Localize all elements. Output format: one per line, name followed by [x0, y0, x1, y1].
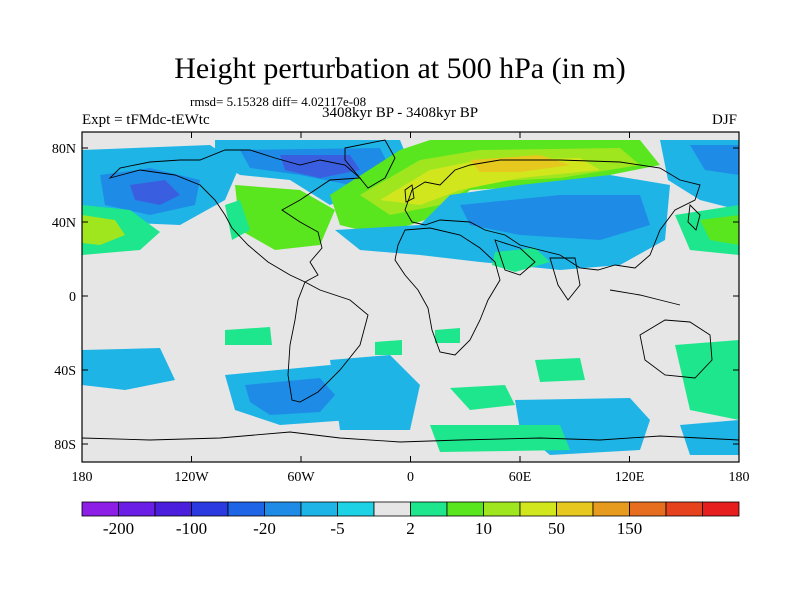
colorbar-swatch — [446, 501, 484, 517]
axis-ticks — [81, 132, 740, 462]
plot-title: Height perturbation at 500 hPa (in m) — [174, 52, 626, 85]
colorbar-swatch — [191, 501, 229, 517]
lat-tick-label: 80N — [52, 142, 76, 157]
coastline-africa — [394, 227, 501, 356]
coastline-australia — [639, 319, 713, 379]
colorbar-label: 10 — [475, 519, 492, 538]
lat-tick-labels: 80N 40N 0 40S 80S — [52, 142, 76, 453]
colorbar-swatch — [154, 501, 192, 517]
colorbar-swatch — [118, 501, 156, 517]
lat-tick-label: 40N — [52, 216, 76, 231]
anomaly-arabia-pos — [492, 248, 550, 272]
anomaly-west-pacific-pos-core — [82, 215, 125, 245]
lon-tick-label: 0 — [407, 470, 414, 485]
anomaly-antarctic-pos — [430, 425, 570, 452]
colorbar-swatch — [629, 501, 667, 517]
season-label: DJF — [712, 112, 738, 128]
anomaly-ne-pacific-mid — [690, 145, 739, 175]
colorbar-swatch — [519, 501, 557, 517]
colorbar-swatch — [81, 501, 119, 517]
colorbar-label: -100 — [176, 519, 207, 538]
lat-tick-label: 40S — [54, 364, 76, 379]
lon-tick-label: 120E — [615, 470, 645, 485]
colorbar-swatch — [592, 501, 630, 517]
lon-tick-label: 120W — [174, 470, 209, 485]
experiment-label: Expt = tFMdc-tEWtc — [82, 112, 210, 128]
anomaly-southern-ocean-pos — [450, 385, 515, 410]
coastline-north-america — [108, 149, 362, 283]
colorbar-swatch — [300, 501, 338, 517]
colorbar-label: -5 — [330, 519, 344, 538]
colorbar-label: -200 — [103, 519, 134, 538]
lat-tick-label: 0 — [69, 290, 76, 305]
coastline-greenland — [344, 139, 396, 189]
anomaly-atlantic-pos-weak — [225, 200, 250, 240]
lat-tick-label: 80S — [54, 438, 76, 453]
coastline-japan — [687, 204, 701, 231]
colorbar-swatch — [665, 501, 703, 517]
colorbar-swatch — [556, 501, 594, 517]
anomaly-south-pacific-pos — [225, 327, 272, 345]
anomaly-africa-pos — [435, 328, 460, 343]
lon-tick-label: 180 — [72, 470, 93, 485]
anomaly-antarctic-neg-east — [680, 420, 739, 455]
colorbar-label: 50 — [548, 519, 565, 538]
period-label: 3408kyr BP - 3408kyr BP — [322, 105, 479, 121]
colorbar-label: 150 — [617, 519, 643, 538]
lon-tick-label: 180 — [729, 470, 750, 485]
anomaly-south-pacific-neg-weak — [82, 348, 175, 390]
coastline-india — [549, 257, 581, 301]
coastline-antarctica — [82, 431, 739, 443]
colorbar-swatch — [264, 501, 302, 517]
colorbar-swatch — [483, 501, 521, 517]
colorbar-label: -20 — [253, 519, 276, 538]
lon-tick-label: 60W — [287, 470, 315, 485]
anomaly-asia-neg-mid — [460, 195, 650, 240]
anomaly-siberia-peak — [470, 155, 570, 172]
lon-tick-labels: 180 120W 60W 0 60E 120E 180 — [72, 470, 750, 485]
colorbar-labels: -200 -100 -20 -5 2 10 50 150 — [103, 519, 642, 538]
coastline-eurasia — [404, 159, 701, 271]
anomaly-eurasia-pos-top — [380, 158, 600, 205]
anomaly-indian-ocean-pos — [535, 358, 585, 382]
colorbar-swatch — [410, 501, 448, 517]
anomaly-ne-pacific-pos-core — [700, 215, 739, 245]
colorbar-swatch — [337, 501, 375, 517]
anomaly-australia-pos — [675, 340, 739, 420]
anomaly-canada-core — [280, 155, 360, 178]
coastline-south-america — [287, 281, 369, 403]
anomaly-south-america-neg-mid — [245, 378, 335, 415]
coastline-uk — [404, 184, 415, 203]
lon-tick-label: 60E — [509, 470, 532, 485]
colorbar-swatch — [227, 501, 265, 517]
map-field — [82, 132, 739, 462]
rmsd-diff-stats: rmsd= 5.15328 diff= 4.02117e-08 — [190, 94, 367, 109]
anomaly-south-atlantic-neg — [330, 355, 420, 430]
colorbar-swatch — [373, 501, 411, 517]
coastline-arabia — [494, 239, 536, 276]
anomaly-south-atlantic-pos — [375, 340, 402, 355]
coastlines — [82, 139, 739, 443]
coastline-indonesia — [609, 289, 681, 306]
colorbar-swatch — [702, 501, 740, 517]
anomaly-atlantic-pos — [235, 185, 335, 250]
colorbar-label: 2 — [406, 519, 415, 538]
anomaly-north-pacific-core — [130, 180, 180, 205]
colorbar — [81, 501, 740, 517]
